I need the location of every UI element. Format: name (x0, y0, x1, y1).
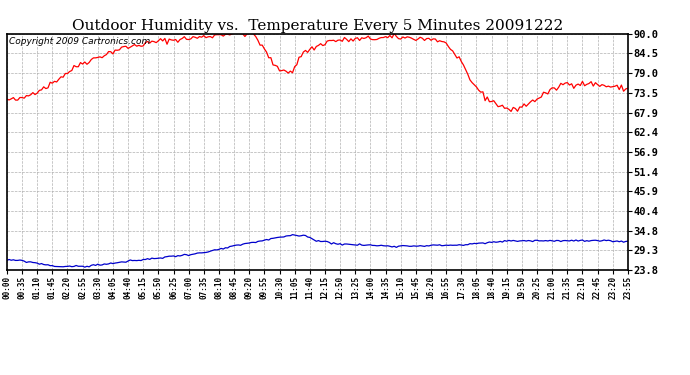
Text: Copyright 2009 Cartronics.com: Copyright 2009 Cartronics.com (9, 37, 150, 46)
Title: Outdoor Humidity vs.  Temperature Every 5 Minutes 20091222: Outdoor Humidity vs. Temperature Every 5… (72, 19, 563, 33)
